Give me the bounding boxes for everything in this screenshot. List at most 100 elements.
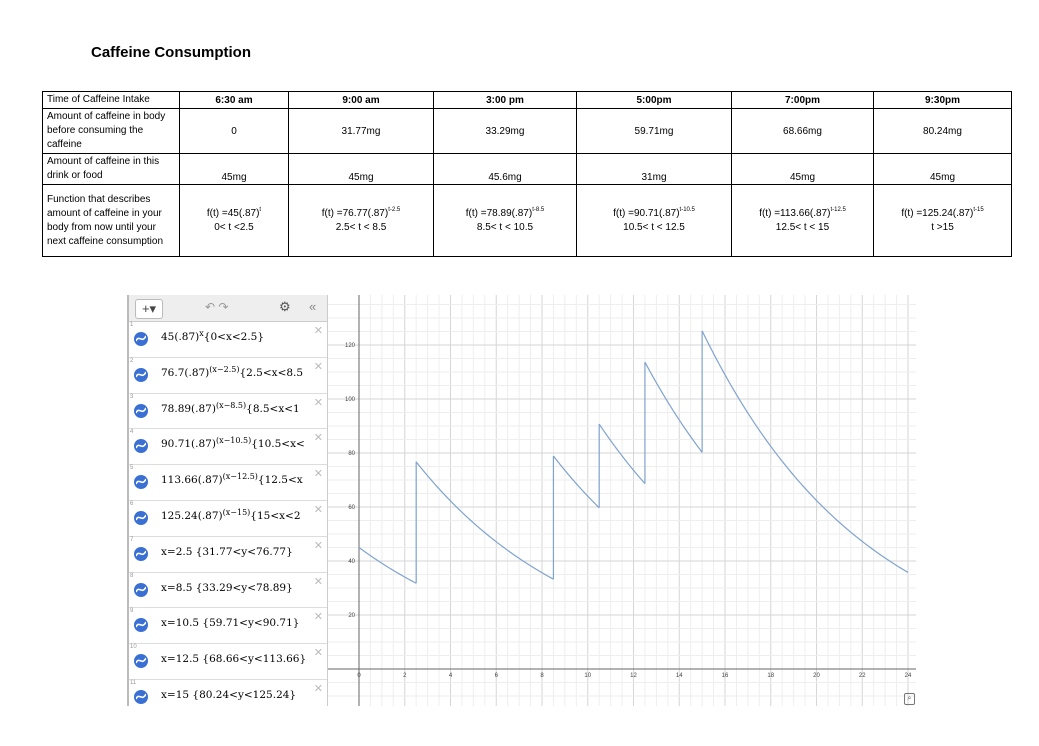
undo-redo-icon[interactable]: ↶ ↷ xyxy=(205,300,228,314)
curve-color-icon[interactable] xyxy=(134,690,148,704)
curve-color-icon[interactable] xyxy=(134,404,148,418)
curve-color-icon[interactable] xyxy=(134,332,148,346)
delete-expression-icon[interactable]: ✕ xyxy=(314,396,323,409)
expression-restriction: {15<x<2 xyxy=(250,510,300,522)
expression-number: 3 xyxy=(130,394,133,400)
delete-expression-icon[interactable]: ✕ xyxy=(314,575,323,588)
expression-base: 113.66(.87) xyxy=(161,474,223,486)
function-domain: 2.5< t < 8.5 xyxy=(336,222,387,233)
x-tick-label: 14 xyxy=(676,673,683,679)
function-formula: f(t) =125.24(.87) xyxy=(901,208,973,219)
expression-restriction: {8.5<x<1 xyxy=(246,403,300,415)
function-cell: f(t) =113.66(.87)t-12.5 12.5< t < 15 xyxy=(732,185,874,257)
expression-base: x=15 {80.24<y<125.24} xyxy=(161,689,296,701)
curve-color-icon[interactable] xyxy=(134,654,148,668)
function-domain: t >15 xyxy=(931,222,954,233)
expression-item[interactable]: 4 90.71(.87)(x−10.5){10.5<x< ✕ xyxy=(129,429,327,465)
curve-color-icon[interactable] xyxy=(134,583,148,597)
curve-color-icon[interactable] xyxy=(134,511,148,525)
expression-number: 8 xyxy=(130,573,133,579)
expression-number: 4 xyxy=(130,429,133,435)
expression-text[interactable]: 76.7(.87)(x−2.5){2.5<x<8.5 xyxy=(161,367,303,379)
expression-text[interactable]: x=15 {80.24<y<125.24} xyxy=(161,689,296,701)
delete-expression-icon[interactable]: ✕ xyxy=(314,503,323,516)
expression-number: 9 xyxy=(130,608,133,614)
curve-color-icon[interactable] xyxy=(134,547,148,561)
x-tick-label: 24 xyxy=(905,673,912,679)
delete-expression-icon[interactable]: ✕ xyxy=(314,682,323,695)
expression-base: 45(.87) xyxy=(161,331,199,343)
delete-expression-icon[interactable]: ✕ xyxy=(314,431,323,444)
delete-expression-icon[interactable]: ✕ xyxy=(314,360,323,373)
delete-expression-icon[interactable]: ✕ xyxy=(314,610,323,623)
gear-icon[interactable]: ⚙ xyxy=(279,299,291,315)
function-domain: 12.5< t < 15 xyxy=(776,222,829,233)
table-row-before: Amount of caffeine in body before consum… xyxy=(43,109,1012,154)
function-cell: f(t) =90.71(.87)t-10.5 10.5< t < 12.5 xyxy=(577,185,732,257)
before-cell: 0 xyxy=(180,109,289,154)
drink-cell: 45mg xyxy=(180,154,289,185)
delete-expression-icon[interactable]: ✕ xyxy=(314,539,323,552)
expression-exponent: (x−15) xyxy=(223,508,251,517)
expression-text[interactable]: x=2.5 {31.77<y<76.77} xyxy=(161,546,293,558)
curve-color-icon[interactable] xyxy=(134,475,148,489)
expression-base: x=8.5 {33.29<y<78.89} xyxy=(161,582,293,594)
row-label-drink: Amount of caffeine in this drink or food xyxy=(43,154,180,185)
caffeine-table: Time of Caffeine Intake 6:30 am 9:00 am … xyxy=(42,91,1012,257)
expression-exponent: (x−12.5) xyxy=(223,472,258,481)
x-tick-label: 20 xyxy=(813,673,820,679)
curve-color-icon[interactable] xyxy=(134,618,148,632)
expression-list: 1 45(.87)x{0<x<2.5} ✕ 2 76.7(.87)(x−2.5){2.5… xyxy=(129,322,327,706)
expression-base: x=12.5 {68.66<y<113.66} xyxy=(161,653,306,665)
function-exponent: t-10.5 xyxy=(680,207,695,213)
expression-text[interactable]: x=10.5 {59.71<y<90.71} xyxy=(161,617,299,629)
time-cell: 5:00pm xyxy=(577,92,732,109)
function-exponent: t xyxy=(259,207,261,213)
expression-item[interactable]: 11 x=15 {80.24<y<125.24} ✕ xyxy=(129,680,327,706)
expression-item[interactable]: 8 x=8.5 {33.29<y<78.89} ✕ xyxy=(129,573,327,609)
delete-expression-icon[interactable]: ✕ xyxy=(314,324,323,337)
zoom-icon[interactable]: ⌕ xyxy=(904,693,915,705)
expression-number: 1 xyxy=(130,322,133,328)
collapse-icon[interactable]: « xyxy=(309,299,316,314)
time-cell: 9:00 am xyxy=(289,92,434,109)
expression-item[interactable]: 2 76.7(.87)(x−2.5){2.5<x<8.5 ✕ xyxy=(129,358,327,394)
expression-item[interactable]: 10 x=12.5 {68.66<y<113.66} ✕ xyxy=(129,644,327,680)
expression-text[interactable]: 78.89(.87)(x−8.5){8.5<x<1 xyxy=(161,403,300,415)
function-formula: f(t) =113.66(.87) xyxy=(759,208,830,219)
curve-color-icon[interactable] xyxy=(134,368,148,382)
expression-text[interactable]: 113.66(.87)(x−12.5){12.5<x xyxy=(161,474,303,486)
expression-exponent: (x−10.5) xyxy=(216,436,251,445)
add-expression-button[interactable]: +▾ xyxy=(135,299,163,319)
function-cell: f(t) =78.89(.87)t-8.5 8.5< t < 10.5 xyxy=(434,185,577,257)
time-cell: 6:30 am xyxy=(180,92,289,109)
expression-item[interactable]: 5 113.66(.87)(x−12.5){12.5<x ✕ xyxy=(129,465,327,501)
expression-item[interactable]: 1 45(.87)x{0<x<2.5} ✕ xyxy=(129,322,327,358)
expression-item[interactable]: 6 125.24(.87)(x−15){15<x<2 ✕ xyxy=(129,501,327,537)
expression-restriction: {12.5<x xyxy=(258,474,303,486)
graph-area[interactable]: 0 2 4 6 8 10 12 14 16 18 20 22 24 20 40 60 80 100 120 xyxy=(328,295,916,706)
table-row-drink: Amount of caffeine in this drink or food… xyxy=(43,154,1012,185)
time-cell: 3:00 pm xyxy=(434,92,577,109)
drink-cell: 45mg xyxy=(732,154,874,185)
expression-text[interactable]: x=8.5 {33.29<y<78.89} xyxy=(161,582,293,594)
expression-number: 10 xyxy=(130,644,137,650)
expression-item[interactable]: 9 x=10.5 {59.71<y<90.71} ✕ xyxy=(129,608,327,644)
time-cell: 7:00pm xyxy=(732,92,874,109)
expression-item[interactable]: 7 x=2.5 {31.77<y<76.77} ✕ xyxy=(129,537,327,573)
expression-text[interactable]: 125.24(.87)(x−15){15<x<2 xyxy=(161,510,301,522)
curve-color-icon[interactable] xyxy=(134,439,148,453)
expression-item[interactable]: 3 78.89(.87)(x−8.5){8.5<x<1 ✕ xyxy=(129,394,327,430)
y-tick-label: 100 xyxy=(345,397,356,403)
expression-text[interactable]: 45(.87)x{0<x<2.5} xyxy=(161,331,264,343)
expression-text[interactable]: x=12.5 {68.66<y<113.66} xyxy=(161,653,306,665)
delete-expression-icon[interactable]: ✕ xyxy=(314,467,323,480)
delete-expression-icon[interactable]: ✕ xyxy=(314,646,323,659)
x-tick-label: 12 xyxy=(630,673,637,679)
before-cell: 33.29mg xyxy=(434,109,577,154)
expression-base: x=10.5 {59.71<y<90.71} xyxy=(161,617,299,629)
expression-text[interactable]: 90.71(.87)(x−10.5){10.5<x< xyxy=(161,438,305,450)
expression-number: 7 xyxy=(130,537,133,543)
expression-exponent: (x−2.5) xyxy=(209,365,239,374)
